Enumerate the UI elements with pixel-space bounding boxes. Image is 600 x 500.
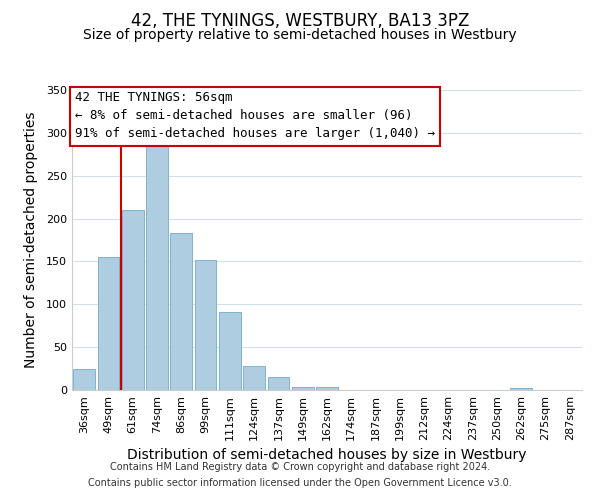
- Bar: [146, 146, 168, 390]
- Y-axis label: Number of semi-detached properties: Number of semi-detached properties: [23, 112, 38, 368]
- Bar: [122, 210, 143, 390]
- X-axis label: Distribution of semi-detached houses by size in Westbury: Distribution of semi-detached houses by …: [127, 448, 527, 462]
- Text: Contains public sector information licensed under the Open Government Licence v3: Contains public sector information licen…: [88, 478, 512, 488]
- Bar: [73, 368, 95, 390]
- Bar: [194, 260, 217, 390]
- Bar: [243, 366, 265, 390]
- Bar: [292, 386, 314, 390]
- Bar: [170, 233, 192, 390]
- Bar: [268, 377, 289, 390]
- Text: Size of property relative to semi-detached houses in Westbury: Size of property relative to semi-detach…: [83, 28, 517, 42]
- Bar: [316, 386, 338, 390]
- Bar: [511, 388, 532, 390]
- Text: 42 THE TYNINGS: 56sqm
← 8% of semi-detached houses are smaller (96)
91% of semi-: 42 THE TYNINGS: 56sqm ← 8% of semi-detac…: [74, 92, 434, 140]
- Bar: [219, 312, 241, 390]
- Text: Contains HM Land Registry data © Crown copyright and database right 2024.: Contains HM Land Registry data © Crown c…: [110, 462, 490, 472]
- Bar: [97, 257, 119, 390]
- Text: 42, THE TYNINGS, WESTBURY, BA13 3PZ: 42, THE TYNINGS, WESTBURY, BA13 3PZ: [131, 12, 469, 30]
